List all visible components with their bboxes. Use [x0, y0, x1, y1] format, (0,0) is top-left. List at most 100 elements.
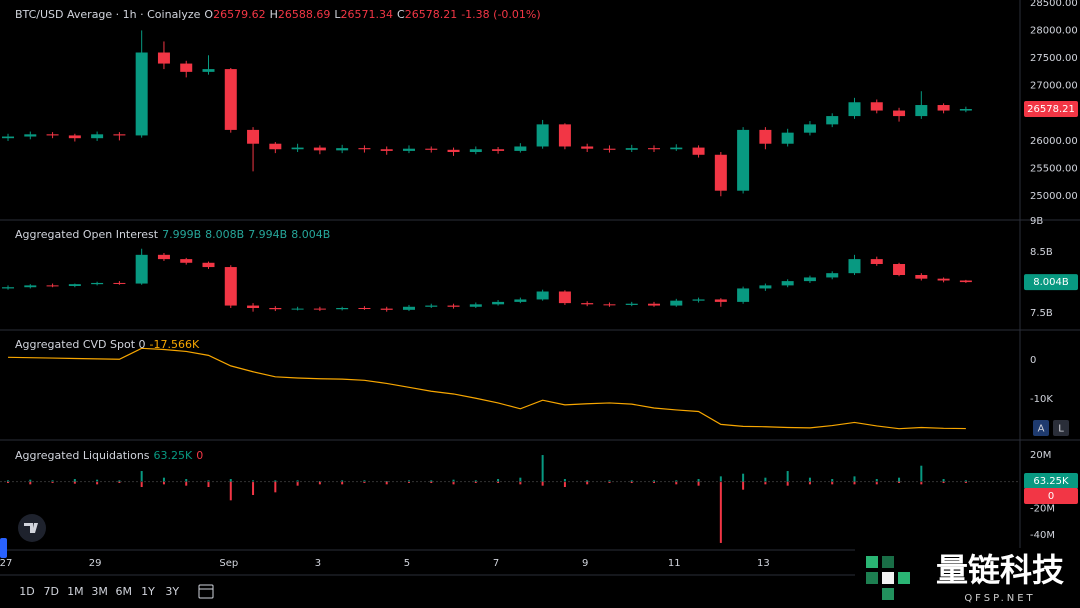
- range-button[interactable]: 6M: [116, 585, 133, 598]
- liq-bar: [630, 481, 633, 484]
- x-tick-label: 29: [89, 558, 102, 569]
- ohlc-key: O: [204, 8, 214, 21]
- candle-body: [291, 308, 304, 310]
- candle-body: [157, 254, 170, 260]
- liq-bar: [630, 480, 633, 482]
- scale-button[interactable]: A: [1033, 420, 1049, 436]
- liq-bar: [519, 481, 522, 485]
- liq-bar: [497, 479, 500, 482]
- candle-body: [313, 308, 326, 310]
- legend-value: 63.25K: [153, 449, 193, 462]
- range-button[interactable]: 1D: [19, 585, 34, 598]
- candle-body: [803, 124, 816, 133]
- candle-body: [514, 299, 527, 302]
- liq-bar: [140, 471, 143, 482]
- liq-bar: [452, 479, 455, 482]
- candle-body: [380, 308, 393, 310]
- candle-body: [826, 116, 839, 125]
- y-tick-label: -40M: [1030, 530, 1055, 541]
- candle-body: [648, 303, 661, 306]
- candle-body: [893, 264, 906, 275]
- liq-bar: [207, 480, 210, 482]
- range-button[interactable]: 3M: [91, 585, 108, 598]
- side-handle[interactable]: [0, 538, 7, 558]
- liq-bar: [920, 481, 923, 485]
- candle-body: [870, 259, 883, 264]
- y-tick-label: 0: [1030, 355, 1036, 366]
- cvd-legend: Aggregated CVD Spot 0 -17.566K: [15, 338, 203, 351]
- calendar-icon[interactable]: [198, 584, 214, 599]
- x-tick-label: Sep: [219, 558, 238, 569]
- range-button[interactable]: 1M: [67, 585, 84, 598]
- scale-button-bg: [1033, 420, 1049, 436]
- liq-bar: [964, 481, 967, 484]
- candle-body: [625, 303, 638, 305]
- legend-value: -17.566K: [149, 338, 200, 351]
- liq-bar: [942, 481, 945, 484]
- candle-body: [247, 305, 260, 308]
- liq-bar: [563, 481, 566, 488]
- candle-body: [291, 147, 304, 150]
- scale-button[interactable]: L: [1053, 420, 1069, 436]
- candle-body: [581, 303, 594, 305]
- range-button[interactable]: 1Y: [141, 585, 155, 598]
- liq-bar: [296, 481, 299, 486]
- liq-bar: [296, 480, 299, 482]
- y-tick-label: 7.5B: [1030, 308, 1053, 319]
- candle-body: [893, 110, 906, 117]
- legend-title: Aggregated Liquidations: [15, 449, 150, 462]
- liq-bar: [853, 481, 856, 485]
- liq-short-tag-bg: [1024, 488, 1078, 504]
- candle-body: [68, 284, 81, 286]
- candle-body: [625, 148, 638, 150]
- candle-body: [558, 124, 571, 147]
- legend-value: 8.004B: [291, 228, 331, 241]
- liq-bar: [719, 481, 722, 543]
- candle-body: [781, 132, 794, 144]
- liq-bar: [7, 480, 10, 482]
- legend-value: 0: [196, 449, 204, 462]
- y-tick-label: 25000.00: [1030, 191, 1078, 202]
- liq-bar: [764, 477, 767, 482]
- candle-body: [826, 273, 839, 278]
- liq-bar: [162, 481, 165, 485]
- candle-body: [113, 134, 126, 136]
- candle-body: [469, 304, 482, 307]
- range-button[interactable]: 7D: [43, 585, 58, 598]
- candle-body: [91, 282, 104, 285]
- candle-body: [91, 134, 104, 139]
- candle-body: [915, 105, 928, 117]
- legend-value: 7.994B: [248, 228, 288, 241]
- liq-legend: Aggregated Liquidations 63.25K 0: [15, 449, 207, 462]
- liq-bar: [341, 480, 344, 482]
- ohlc-key: C: [397, 8, 405, 21]
- liq-bar: [920, 465, 923, 482]
- candle-body: [180, 63, 193, 72]
- candle-body: [915, 275, 928, 279]
- y-tick-label: 26000.00: [1030, 136, 1078, 147]
- liq-bar: [474, 481, 477, 484]
- liq-bar: [51, 480, 54, 482]
- ohlc-value: 26578.21: [404, 8, 458, 21]
- candle-body: [247, 129, 260, 144]
- liq-bar: [831, 481, 834, 485]
- candle-body: [959, 280, 972, 283]
- liq-bar: [229, 481, 232, 501]
- candle-body: [180, 259, 193, 263]
- liq-bar: [964, 480, 967, 482]
- range-button[interactable]: 3Y: [165, 585, 179, 598]
- x-tick-label: 11: [668, 558, 681, 569]
- legend-title: Aggregated CVD Spot 0: [15, 338, 146, 351]
- y-tick-label: -20M: [1030, 503, 1055, 514]
- liq-bar: [318, 481, 321, 485]
- candle-body: [24, 134, 37, 137]
- liq-bar: [898, 477, 901, 482]
- liq-bar: [385, 481, 388, 482]
- watermark-subtitle: QFSP.NET: [964, 593, 1035, 604]
- change: -1.38 (-0.01%): [461, 8, 541, 21]
- candle-body: [737, 288, 750, 302]
- watermark-logo: [855, 548, 1080, 608]
